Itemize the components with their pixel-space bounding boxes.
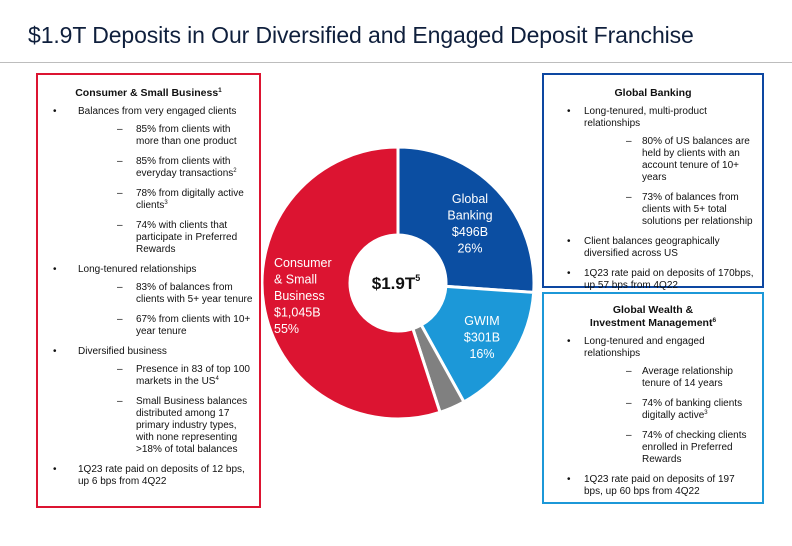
list-item: 83% of balances from clients with 5+ yea… <box>78 282 253 306</box>
list-item: Diversified business Presence in 83 of t… <box>38 346 253 456</box>
list-item: Long-tenured and engaged relationships A… <box>544 336 756 466</box>
list-item: 85% from clients with more than one prod… <box>78 124 253 148</box>
list-item: 78% from digitally active clients3 <box>78 188 253 212</box>
gwim-bullet-list: Long-tenured and engaged relationships A… <box>544 336 756 498</box>
slice-label-consumer-small-business: Consumer & Small Business $1,045B 55% <box>274 256 332 336</box>
page-title: $1.9T Deposits in Our Diversified and En… <box>28 22 694 48</box>
list-item: 85% from clients with everyday transacti… <box>78 156 253 180</box>
list-item: Balances from very engaged clients 85% f… <box>38 106 253 256</box>
list-item: 73% of balances from clients with 5+ tot… <box>584 192 756 228</box>
consumer-panel-title: Consumer & Small Business1 <box>75 87 222 99</box>
list-item: 1Q23 rate paid on deposits of 12 bps, up… <box>38 464 253 488</box>
list-item: 67% from clients with 10+ year tenure <box>78 314 253 338</box>
title-divider <box>0 62 792 63</box>
list-item: 74% with clients that participate in Pre… <box>78 220 253 256</box>
list-item: 1Q23 rate paid on deposits of 197 bps, u… <box>544 474 756 498</box>
donut-slice-global-banking <box>396 145 536 295</box>
gwim-panel-title: Global Wealth & Investment Management6 <box>589 304 717 329</box>
list-item: Presence in 83 of top 100 markets in the… <box>78 364 253 388</box>
list-item: 74% of banking clients digitally active3 <box>584 398 756 422</box>
global-banking-panel-title: Global Banking <box>614 87 692 99</box>
list-item: Small Business balances distributed amon… <box>78 396 253 456</box>
list-item: Long-tenured relationships 83% of balanc… <box>38 264 253 338</box>
slice-label-gwim: GWIM $301B 16% <box>464 314 500 361</box>
global-banking-panel: Global Banking Long-tenured, multi-produ… <box>542 73 764 291</box>
donut-center-label: $1.9T5 <box>372 273 421 293</box>
list-item: 1Q23 rate paid on deposits of 170bps, up… <box>544 268 756 292</box>
list-item: 74% of checking clients enrolled in Pref… <box>584 430 756 466</box>
consumer-bullet-list: Balances from very engaged clients 85% f… <box>38 106 253 488</box>
list-item: 80% of US balances are held by clients w… <box>584 136 756 184</box>
list-item: Average relationship tenure of 14 years <box>584 366 756 390</box>
donut-slice-consumer-small-business <box>260 145 442 421</box>
gwim-panel: Global Wealth & Investment Management6 L… <box>542 292 764 504</box>
list-item: Client balances geographically diversifi… <box>544 236 756 260</box>
slice-label-global-banking: Global Banking $496B 26% <box>447 192 492 256</box>
list-item: Long-tenured, multi-product relationship… <box>544 106 756 228</box>
consumer-small-business-panel: Consumer & Small Business1 Balances from… <box>36 73 261 508</box>
global-banking-bullet-list: Long-tenured, multi-product relationship… <box>544 106 756 292</box>
